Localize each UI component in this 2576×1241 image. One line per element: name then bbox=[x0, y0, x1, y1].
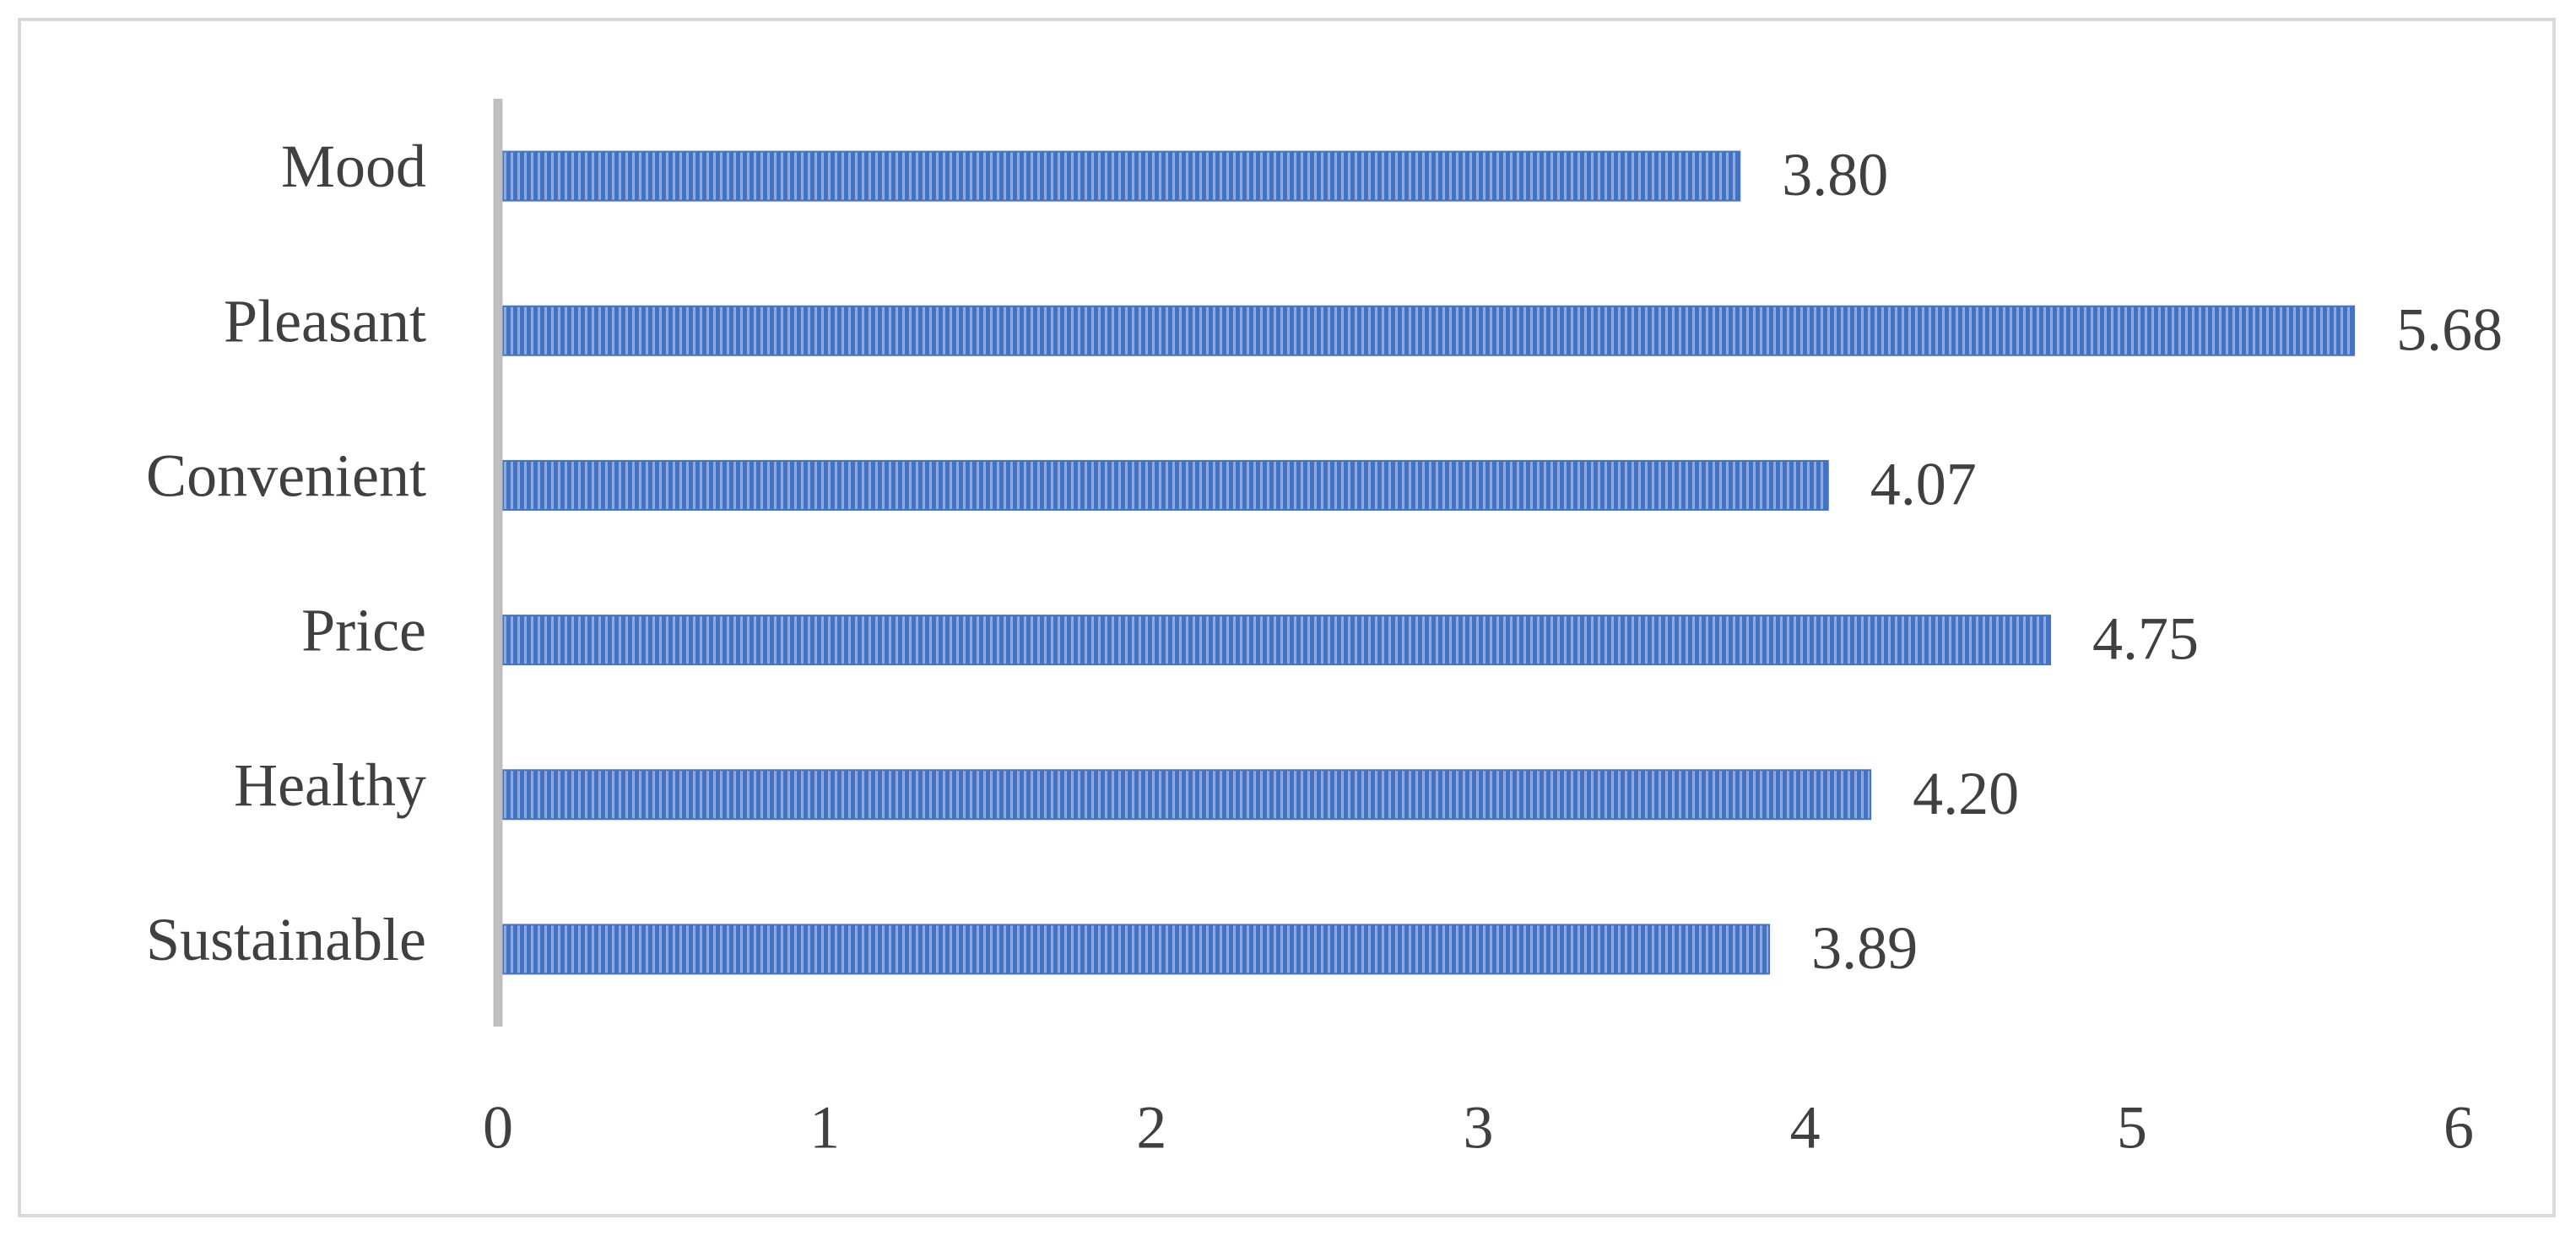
y-tick-label: Convenient bbox=[146, 442, 426, 509]
x-tick-label: 6 bbox=[2443, 1094, 2474, 1162]
x-tick-label: 4 bbox=[1790, 1094, 1821, 1162]
value-label: 3.80 bbox=[1782, 141, 1888, 209]
y-tick-label: Pleasant bbox=[224, 287, 426, 355]
x-tick-label: 1 bbox=[809, 1094, 840, 1162]
x-tick-label: 5 bbox=[2117, 1094, 2147, 1162]
y-tick-label: Healthy bbox=[234, 751, 426, 819]
bar bbox=[497, 459, 1829, 511]
y-tick-label: Sustainable bbox=[146, 906, 426, 973]
bar bbox=[497, 305, 2356, 356]
y-tick-label: Price bbox=[301, 597, 426, 664]
value-label: 4.07 bbox=[1870, 450, 1977, 518]
x-tick-label: 3 bbox=[1464, 1094, 1494, 1162]
bar bbox=[497, 924, 1771, 975]
bar bbox=[497, 615, 2052, 666]
x-tick-label: 2 bbox=[1136, 1094, 1166, 1162]
value-label: 4.20 bbox=[1913, 760, 2019, 827]
bar bbox=[497, 769, 1872, 821]
bar bbox=[497, 150, 1741, 202]
value-label: 5.68 bbox=[2396, 295, 2503, 363]
x-tick-label: 0 bbox=[483, 1094, 513, 1162]
y-tick-label: Mood bbox=[281, 133, 426, 200]
value-label: 3.89 bbox=[1811, 914, 1918, 982]
value-label: 4.75 bbox=[2092, 605, 2199, 673]
